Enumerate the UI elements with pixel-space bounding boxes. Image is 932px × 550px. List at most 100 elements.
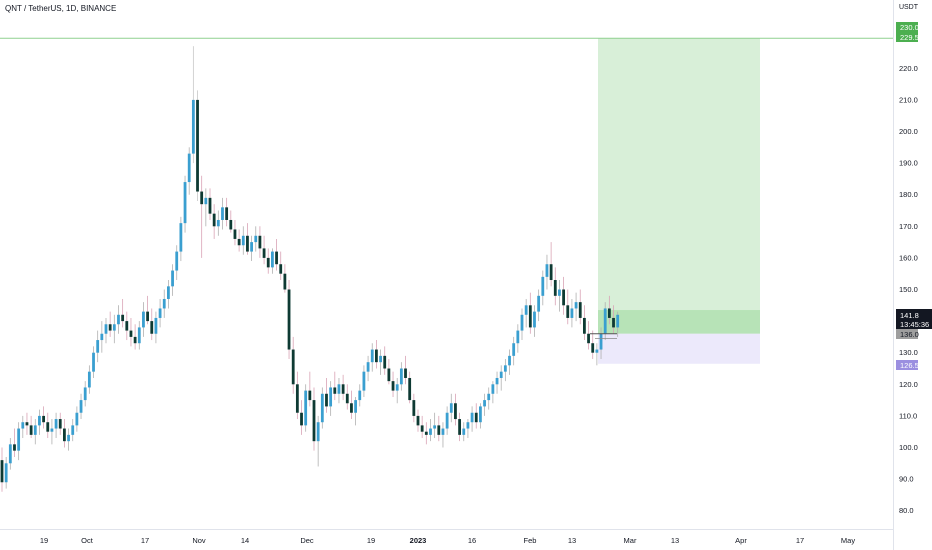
x-tick-label: 17 bbox=[796, 536, 804, 545]
candle bbox=[437, 425, 441, 435]
candle bbox=[308, 390, 312, 401]
candle bbox=[524, 305, 528, 315]
candle bbox=[578, 302, 582, 318]
y-tick-label: 160.0 bbox=[899, 253, 918, 262]
candle bbox=[121, 314, 125, 322]
profit-zone-active bbox=[598, 310, 760, 334]
candle bbox=[154, 317, 158, 334]
candle bbox=[512, 343, 516, 356]
stop-badge: 126.5 bbox=[900, 361, 919, 370]
candle bbox=[175, 251, 179, 271]
candle bbox=[25, 422, 29, 426]
candle bbox=[570, 308, 574, 318]
candle bbox=[449, 403, 453, 413]
candle bbox=[167, 286, 170, 299]
candle bbox=[549, 264, 553, 281]
candle bbox=[129, 330, 133, 337]
candle bbox=[283, 273, 287, 290]
candle bbox=[196, 99, 199, 192]
candle bbox=[445, 412, 449, 429]
price-level-lines bbox=[0, 37, 893, 339]
price-axis[interactable]: 80.090.0100.0110.0120.0130.0140.0150.016… bbox=[899, 64, 918, 515]
candle bbox=[458, 419, 461, 435]
candle bbox=[304, 390, 308, 426]
currency-unit: USDT bbox=[898, 4, 918, 11]
candle bbox=[466, 422, 470, 429]
candle bbox=[454, 403, 457, 420]
candle bbox=[21, 422, 25, 429]
x-tick-label: 2023 bbox=[410, 536, 427, 545]
time-axis[interactable]: 19 Oct 17 Nov 14 Dec 19 2023 16 Feb 13 Mar 13 Apr 17 Ma… bbox=[40, 536, 856, 545]
candle bbox=[320, 393, 324, 423]
candle bbox=[495, 377, 499, 385]
candle bbox=[358, 390, 362, 401]
x-tick-label: 17 bbox=[141, 536, 149, 545]
candle bbox=[171, 270, 174, 287]
candle bbox=[545, 264, 549, 277]
candle bbox=[345, 393, 349, 404]
x-tick-label: 13 bbox=[568, 536, 576, 545]
candle bbox=[287, 289, 291, 350]
candle bbox=[416, 415, 420, 426]
candle bbox=[229, 219, 233, 230]
candle bbox=[38, 415, 41, 426]
candle bbox=[383, 355, 387, 369]
target-top-badge-bg bbox=[896, 22, 918, 32]
entry-badge: 136.0 bbox=[900, 330, 919, 339]
candle bbox=[391, 381, 395, 391]
candle bbox=[333, 387, 337, 394]
candle bbox=[533, 311, 536, 328]
profit-zone bbox=[598, 38, 760, 334]
x-tick-label: 19 bbox=[40, 536, 48, 545]
y-tick-label: 180.0 bbox=[899, 190, 918, 199]
candle bbox=[537, 295, 541, 312]
countdown-badge: 13:45:36 bbox=[900, 320, 929, 329]
stop-badge-bg bbox=[896, 360, 918, 370]
candle bbox=[58, 419, 62, 429]
candle bbox=[599, 333, 603, 350]
candle bbox=[158, 308, 162, 318]
y-tick-label: 210.0 bbox=[899, 95, 918, 104]
candle bbox=[54, 419, 58, 429]
candle bbox=[462, 428, 466, 435]
x-tick-label: Mar bbox=[624, 536, 637, 545]
candle bbox=[17, 428, 21, 451]
candle bbox=[508, 355, 511, 366]
candle bbox=[595, 349, 599, 353]
candle bbox=[96, 340, 100, 353]
candle bbox=[0, 460, 4, 483]
y-tick-label: 130.0 bbox=[899, 348, 918, 357]
candle bbox=[420, 425, 424, 432]
y-tick-label: 90.0 bbox=[899, 475, 914, 484]
candle bbox=[574, 302, 578, 309]
candle bbox=[395, 384, 399, 391]
y-tick-label: 120.0 bbox=[899, 380, 918, 389]
target-top-badge: 230.0 bbox=[900, 23, 919, 32]
candle bbox=[366, 362, 370, 372]
candle bbox=[591, 343, 595, 353]
y-tick-label: 170.0 bbox=[899, 222, 918, 231]
candle bbox=[520, 314, 524, 331]
candle bbox=[254, 235, 258, 243]
candle bbox=[225, 207, 229, 220]
candle bbox=[142, 311, 145, 328]
symbol-title: QNT / TetherUS, 1D, BINANCE bbox=[5, 4, 117, 13]
candle bbox=[266, 257, 270, 268]
candle bbox=[133, 336, 137, 344]
candle bbox=[4, 463, 8, 483]
candle bbox=[370, 349, 374, 363]
candle bbox=[221, 207, 224, 220]
candle bbox=[491, 384, 495, 394]
candle bbox=[204, 197, 208, 205]
candle bbox=[553, 280, 557, 296]
candle bbox=[566, 305, 570, 318]
candle bbox=[250, 242, 253, 252]
x-tick-label: Dec bbox=[300, 536, 314, 545]
loss-zone bbox=[598, 333, 760, 364]
candle bbox=[87, 371, 91, 388]
risk-reward-zones[interactable] bbox=[598, 38, 760, 364]
candle bbox=[258, 235, 262, 249]
candle bbox=[150, 321, 154, 334]
